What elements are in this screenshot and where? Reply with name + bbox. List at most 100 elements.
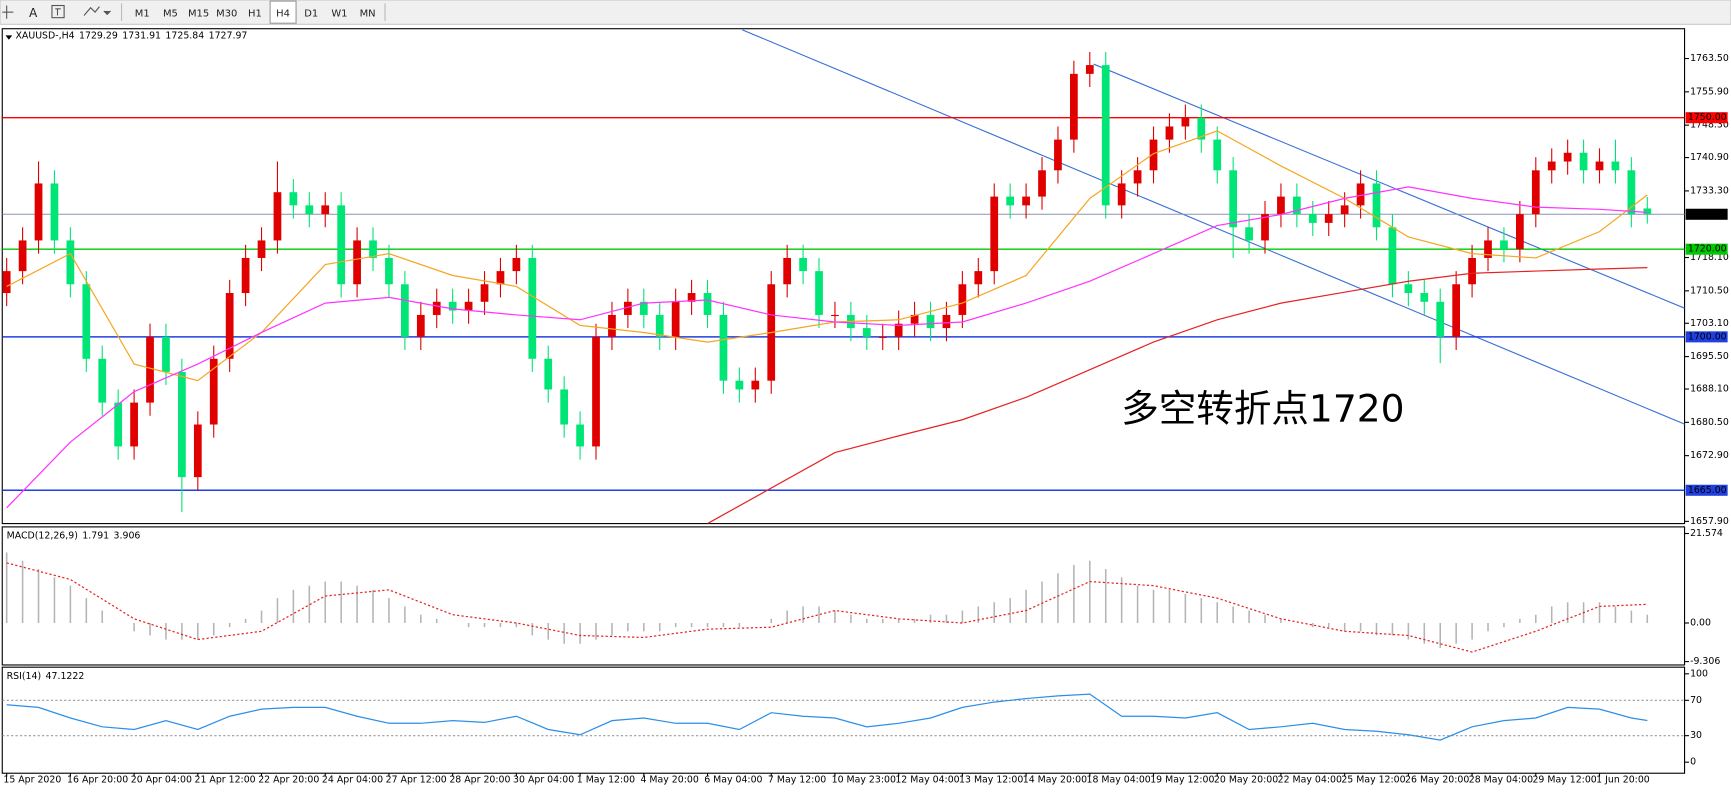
candle-body [241, 257, 250, 294]
candle-body [496, 271, 505, 285]
candle-body [862, 328, 871, 337]
x-tick-label: 20 May 20:00 [1214, 774, 1278, 785]
candle-body [34, 183, 43, 241]
histogram-bar [53, 577, 56, 623]
candle-body [130, 402, 138, 447]
candle-body [1627, 170, 1636, 215]
timeframe-button[interactable]: MN [360, 8, 376, 19]
y-tick-label: 1703.10 [1690, 318, 1729, 329]
histogram-bar [1646, 614, 1649, 623]
level-tag [1685, 484, 1728, 496]
candle-body [1070, 73, 1078, 140]
timeframe-button[interactable]: H1 [248, 8, 262, 19]
histogram-bar [579, 622, 581, 644]
histogram-bar [643, 622, 645, 632]
candle-body [1388, 227, 1397, 285]
y-tick-label: -9.306 [1690, 656, 1720, 667]
candle-body [162, 336, 170, 372]
active-button-frame [269, 0, 297, 24]
x-tick-label: 10 May 23:00 [832, 774, 896, 785]
histogram-bar [1359, 622, 1362, 632]
histogram-bar [595, 622, 597, 640]
candle-body [18, 240, 27, 272]
timeframe-label: M15 [188, 8, 209, 19]
histogram-bar [1057, 573, 1059, 623]
candle-body [1229, 170, 1238, 228]
timeframe-label: M30 [216, 8, 237, 19]
histogram-bar [1264, 614, 1266, 623]
histogram-bar [818, 606, 820, 623]
candle-body [257, 240, 266, 258]
candle-body [114, 402, 123, 447]
y-tick-label: 1657.90 [1690, 516, 1729, 527]
histogram-bar [69, 585, 72, 623]
histogram-bar [1327, 622, 1330, 628]
toolbar-icons[interactable]: A [2, 3, 123, 21]
x-tick-label: 4 May 20:00 [640, 774, 698, 785]
candle-body [50, 183, 59, 241]
timeframe-button[interactable]: W1 [331, 8, 347, 19]
histogram-bar [21, 560, 24, 623]
histogram-bar [738, 622, 741, 628]
histogram-bar [228, 622, 231, 628]
candle-body [1117, 183, 1126, 206]
candle-body [560, 389, 569, 425]
histogram-bar [850, 614, 852, 623]
indicator-line [707, 267, 1648, 524]
histogram-bar [1009, 598, 1011, 623]
candle-body [719, 314, 728, 381]
histogram-bar [85, 598, 88, 623]
timeframe-button[interactable]: M15 [188, 8, 209, 19]
timeframe-button[interactable]: H4 [269, 0, 297, 24]
candle-body [225, 293, 234, 359]
level-tag [1685, 243, 1728, 255]
timeframe-button[interactable]: M1 [135, 8, 150, 19]
candle-body [1213, 139, 1222, 171]
candle-body [512, 257, 521, 272]
candle-body [703, 293, 712, 315]
x-tick-label: 22 May 04:00 [1278, 774, 1342, 785]
histogram-bar [802, 606, 804, 623]
x-tick-label: 16 Apr 20:00 [67, 774, 128, 785]
level-label: 1750.00 [1688, 112, 1727, 123]
timeframe-label: H1 [248, 8, 262, 19]
timeframe-button[interactable]: M5 [163, 8, 178, 19]
candle-body [671, 301, 680, 337]
histogram-bar [1439, 622, 1441, 648]
histogram-bar [483, 622, 486, 628]
x-tick-label: 30 Apr 04:00 [513, 774, 574, 785]
x-tick-label: 15 Apr 2020 [3, 774, 61, 785]
x-tick-label: 29 May 12:00 [1532, 774, 1596, 785]
x-tick-label: 13 May 12:00 [959, 774, 1023, 785]
histogram-bar [834, 610, 836, 623]
candle-body [608, 314, 616, 337]
trend-line [1093, 63, 1685, 309]
indicator-value: 3.906 [114, 530, 141, 541]
candle-body [273, 192, 282, 241]
timeframe-label: M1 [135, 8, 150, 19]
histogram-bar [1375, 622, 1378, 636]
candle-body [1293, 196, 1301, 215]
candle-body [799, 257, 807, 272]
histogram-bar [1407, 622, 1410, 640]
histogram-bar [722, 622, 725, 628]
histogram-bar [1566, 602, 1569, 623]
candle-body [1277, 196, 1285, 215]
candle-body [178, 371, 186, 478]
candle-body [1611, 161, 1620, 171]
histogram-bar [1216, 602, 1219, 623]
histogram-bar [674, 622, 677, 628]
histogram-bar [244, 618, 247, 623]
timeframe-button[interactable]: M30 [216, 8, 237, 19]
x-tick-label: 19 May 12:00 [1150, 774, 1214, 785]
symbol: XAUUSD-,H4 [16, 30, 75, 41]
x-tick-label: 12 May 04:00 [895, 774, 959, 785]
histogram-bar [1312, 622, 1314, 628]
timeframe-button[interactable]: D1 [304, 8, 318, 19]
histogram-bar [1280, 618, 1282, 623]
candle-body [321, 205, 330, 215]
ohlc-value: 1731.91 [122, 30, 161, 41]
candle-body [193, 424, 202, 478]
histogram-bar [881, 618, 884, 623]
